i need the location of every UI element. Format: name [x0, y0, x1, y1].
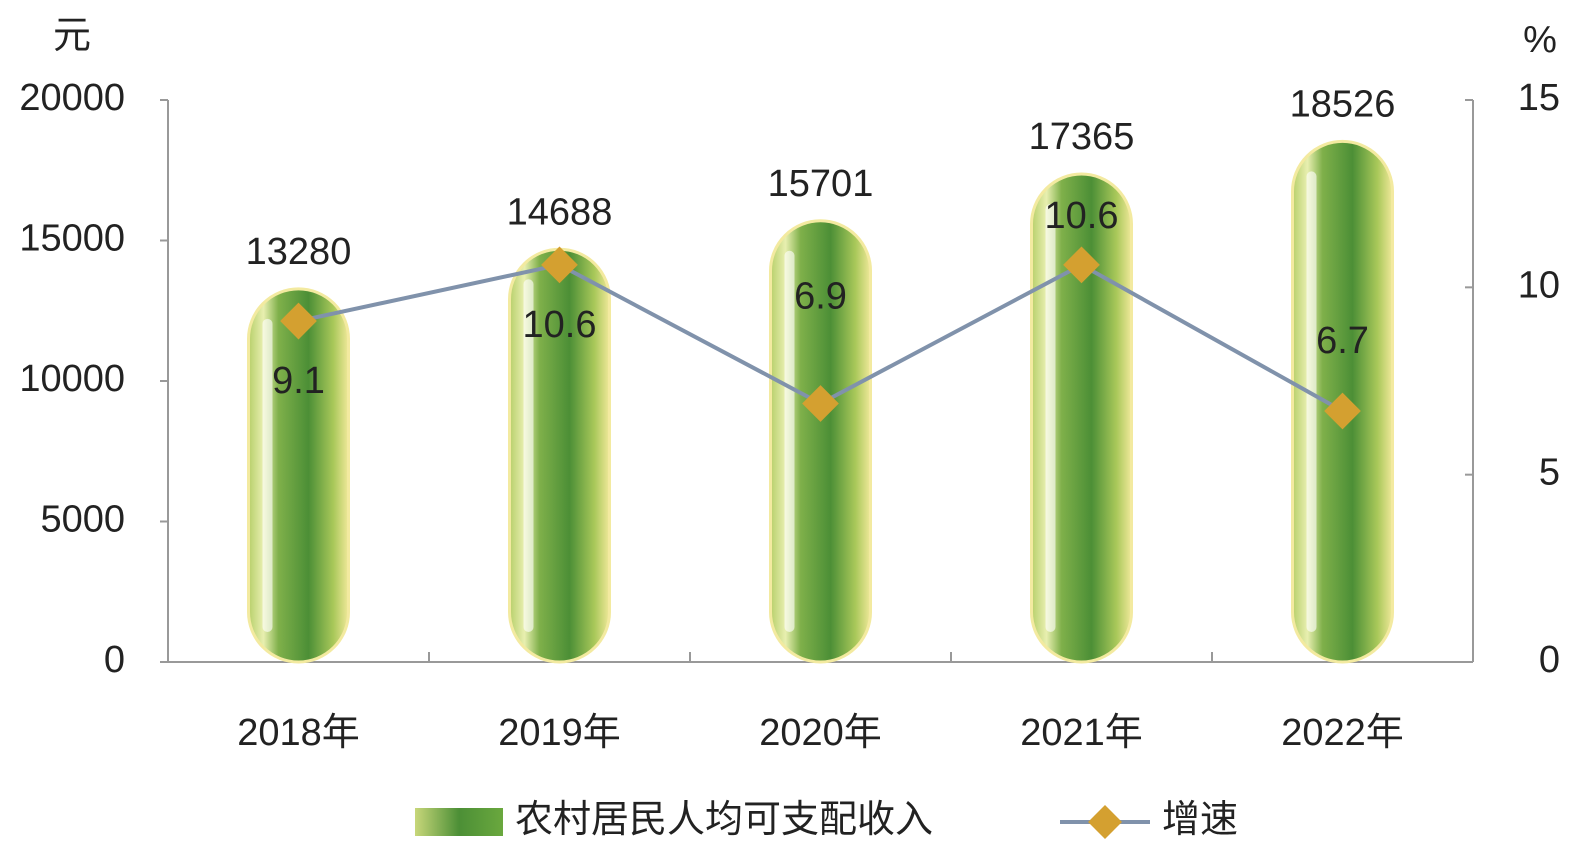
y2-tick-label: 0: [1539, 639, 1560, 681]
growth-value-label: 10.6: [523, 304, 597, 346]
growth-value-label: 9.1: [272, 360, 325, 402]
legend-label: 增速: [1162, 799, 1238, 841]
y-tick-label: 10000: [19, 358, 125, 400]
growth-marker: [1324, 392, 1361, 430]
bar-value-label: 18526: [1290, 83, 1396, 125]
growth-marker: [802, 385, 839, 422]
x-tick-label: 2022年: [1281, 712, 1404, 754]
growth-marker: [541, 246, 578, 284]
bar-value-label: 14688: [507, 191, 613, 233]
y-tick-label: 15000: [19, 218, 125, 260]
x-tick-label: 2021年: [1020, 712, 1143, 754]
bar-value-label: 17365: [1029, 116, 1135, 158]
legend-marker: [1088, 805, 1122, 839]
y2-tick-label: 5: [1539, 452, 1560, 494]
bar: [1030, 172, 1133, 664]
legend-label: 农村居民人均可支配收入: [515, 799, 933, 841]
bar-highlight: [262, 318, 273, 632]
x-tick-label: 2019年: [498, 712, 621, 754]
bar-value-label: 15701: [768, 163, 874, 205]
legend: 农村居民人均可支配收入 增速: [415, 799, 1238, 841]
bar: [769, 219, 872, 664]
growth-marker: [280, 302, 317, 340]
y-tick-label: 0: [104, 639, 125, 681]
y2-tick-label: 10: [1518, 264, 1560, 306]
y-tick-label: 20000: [19, 77, 125, 119]
growth-value-label: 6.9: [794, 276, 847, 318]
bar-value-label: 13280: [246, 231, 352, 273]
bar-highlight: [523, 279, 534, 632]
bar: [247, 287, 350, 664]
x-tick-label: 2020年: [759, 712, 882, 754]
y2-tick-label: 15: [1518, 77, 1560, 119]
y-unit: 元: [53, 15, 91, 57]
bar-highlight: [784, 250, 795, 633]
growth-marker: [1063, 246, 1100, 284]
legend-swatch: [415, 808, 503, 836]
y-tick-label: 5000: [40, 499, 125, 541]
x-tick-label: 2018年: [237, 712, 360, 754]
bar-highlight: [1045, 204, 1056, 632]
growth-value-label: 10.6: [1045, 195, 1119, 237]
y2-unit: %: [1523, 19, 1557, 61]
growth-value-label: 6.7: [1316, 320, 1369, 362]
bar-highlight: [1306, 171, 1317, 632]
